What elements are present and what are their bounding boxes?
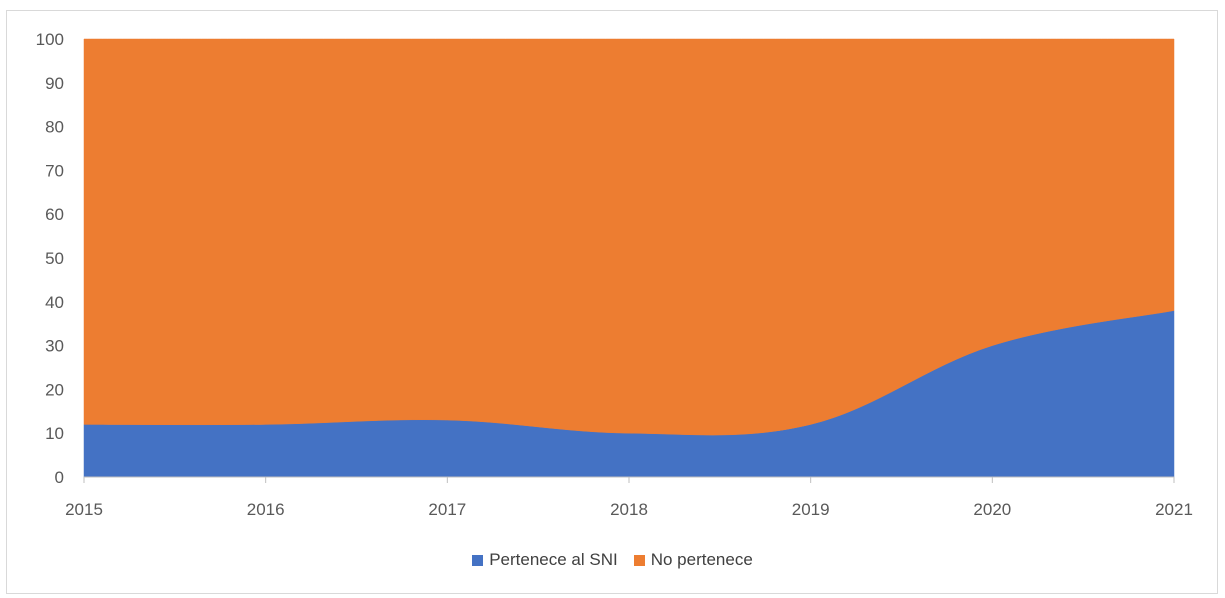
legend-label-pertenece: Pertenece al SNI [489,550,618,569]
axes-layer [83,476,1175,483]
y-tick-label: 10 [45,424,64,443]
x-tick-label: 2016 [247,500,285,519]
y-tick-label: 0 [55,468,64,487]
x-tick-label: 2015 [65,500,103,519]
legend-item-no-pertenece: No pertenece [633,550,753,570]
areas-layer [83,38,1175,478]
legend: Pertenece al SNI No pertenece [0,550,1225,570]
x-tick-label: 2019 [792,500,830,519]
y-tick-label: 30 [45,337,64,356]
legend-label-no-pertenece: No pertenece [650,550,753,569]
area-no-pertenece [83,38,1175,436]
y-tick-label: 20 [45,380,64,399]
x-tick-label: 2020 [973,500,1011,519]
legend-swatch-pertenece [472,554,484,566]
y-tick-label: 100 [36,30,64,49]
legend-swatch-no-pertenece [633,554,645,566]
ticks-layer: 2015 2016 2017 2018 2019 2020 2021 0 10 20 30 40 50 6… [36,30,1193,519]
legend-item-pertenece: Pertenece al SNI [472,550,618,570]
x-tick-label: 2018 [610,500,648,519]
x-tick-label: 2021 [1155,500,1193,519]
y-tick-label: 50 [45,249,64,268]
x-tick-label: 2017 [428,500,466,519]
y-tick-label: 90 [45,74,64,93]
y-tick-label: 70 [45,161,64,180]
y-tick-label: 40 [45,293,64,312]
y-tick-label: 80 [45,118,64,137]
y-tick-label: 60 [45,205,64,224]
